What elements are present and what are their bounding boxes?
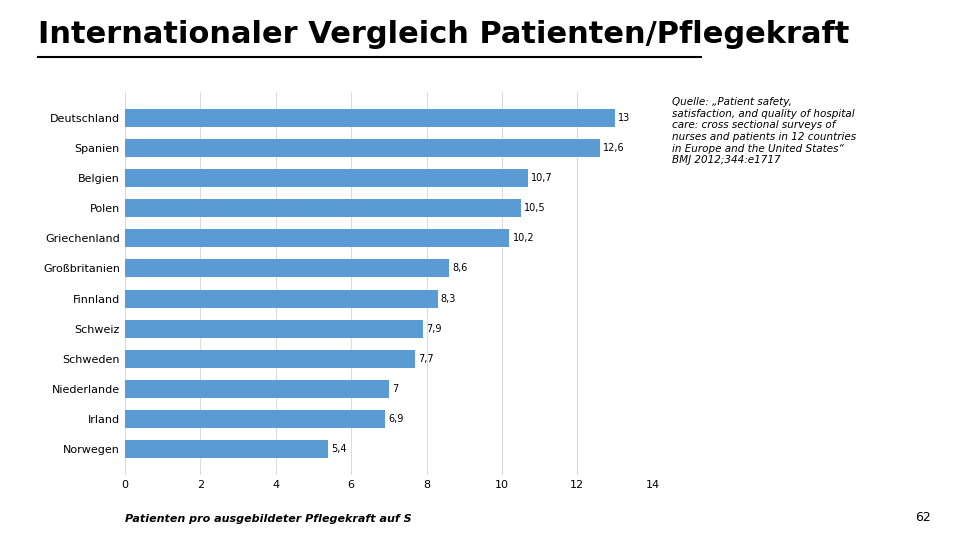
Bar xyxy=(125,349,416,368)
Text: 5,4: 5,4 xyxy=(331,444,347,454)
Bar xyxy=(125,289,438,308)
Text: 10,2: 10,2 xyxy=(513,233,534,244)
Text: 8,3: 8,3 xyxy=(441,294,456,303)
Bar xyxy=(125,109,615,127)
Text: 7,9: 7,9 xyxy=(426,323,442,334)
Text: 13: 13 xyxy=(618,113,631,123)
Bar xyxy=(125,199,520,218)
Bar xyxy=(125,230,510,247)
Bar xyxy=(125,170,528,187)
Text: 62: 62 xyxy=(916,511,931,524)
Bar xyxy=(125,320,422,338)
Text: 10,5: 10,5 xyxy=(524,204,545,213)
Bar xyxy=(125,440,328,458)
Bar xyxy=(125,259,449,278)
Text: 8,6: 8,6 xyxy=(452,264,468,273)
Text: 6,9: 6,9 xyxy=(388,414,403,424)
Text: 7: 7 xyxy=(392,383,398,394)
Text: 7,7: 7,7 xyxy=(419,354,434,363)
Text: Internationaler Vergleich Patienten/Pflegekraft: Internationaler Vergleich Patienten/Pfle… xyxy=(38,19,850,49)
Text: 10,7: 10,7 xyxy=(532,173,553,184)
Text: 12,6: 12,6 xyxy=(603,143,625,153)
Bar xyxy=(125,410,385,428)
Bar xyxy=(125,380,389,397)
Text: Quelle: „Patient safety,
satisfaction, and quality of hospital
care: cross secti: Quelle: „Patient safety, satisfaction, a… xyxy=(672,97,856,165)
Bar xyxy=(125,139,600,157)
Text: Patienten pro ausgebildeter Pflegekraft auf S: Patienten pro ausgebildeter Pflegekraft … xyxy=(125,514,412,524)
